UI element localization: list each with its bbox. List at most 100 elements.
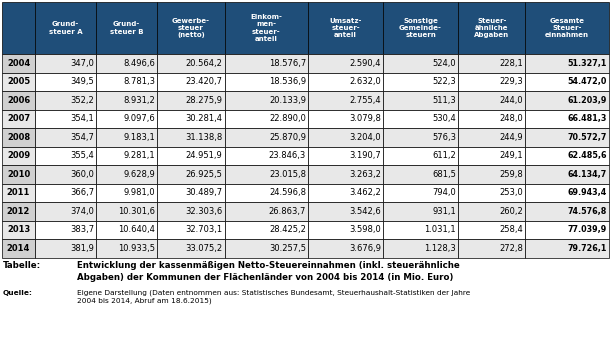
Text: 349,5: 349,5 — [70, 77, 94, 86]
Text: 3.204,0: 3.204,0 — [349, 133, 381, 142]
Text: 23.420,7: 23.420,7 — [186, 77, 222, 86]
Text: 2.755,4: 2.755,4 — [349, 96, 381, 105]
Text: 20.133,9: 20.133,9 — [269, 96, 306, 105]
Text: 79.726,1: 79.726,1 — [568, 244, 607, 253]
Bar — [308, 220, 383, 239]
Bar — [35, 239, 96, 258]
Bar — [2, 2, 35, 54]
Bar — [157, 165, 225, 184]
Bar — [308, 165, 383, 184]
Bar — [458, 72, 525, 91]
Text: 3.462,2: 3.462,2 — [349, 188, 381, 197]
Text: 244,0: 244,0 — [500, 96, 524, 105]
Bar — [525, 2, 609, 54]
Bar — [225, 146, 308, 165]
Text: 524,0: 524,0 — [433, 59, 456, 68]
Bar — [383, 184, 458, 202]
Bar — [157, 202, 225, 220]
Text: 69.943,4: 69.943,4 — [568, 188, 607, 197]
Text: 22.890,0: 22.890,0 — [269, 114, 306, 123]
Bar — [157, 220, 225, 239]
Text: 2.590,4: 2.590,4 — [349, 59, 381, 68]
Text: 26.863,7: 26.863,7 — [269, 207, 306, 216]
Bar — [525, 239, 609, 258]
Bar — [96, 146, 157, 165]
Text: 28.425,2: 28.425,2 — [269, 225, 306, 234]
Text: 77.039,9: 77.039,9 — [568, 225, 607, 234]
Bar — [525, 202, 609, 220]
Text: 20.564,2: 20.564,2 — [186, 59, 222, 68]
Text: Gesamte
Steuer-
einnahmen: Gesamte Steuer- einnahmen — [545, 18, 589, 38]
Text: 54.472,0: 54.472,0 — [568, 77, 607, 86]
Text: 8.781,3: 8.781,3 — [123, 77, 155, 86]
Bar — [157, 72, 225, 91]
Text: 28.275,9: 28.275,9 — [186, 96, 222, 105]
Bar — [308, 54, 383, 72]
Text: 32.303,6: 32.303,6 — [185, 207, 222, 216]
Bar — [157, 54, 225, 72]
Bar — [308, 2, 383, 54]
Text: 30.281,4: 30.281,4 — [186, 114, 222, 123]
Bar — [308, 184, 383, 202]
Text: Steuer-
ähnliche
Abgaben: Steuer- ähnliche Abgaben — [474, 18, 510, 38]
Bar — [225, 220, 308, 239]
Text: 511,3: 511,3 — [432, 96, 456, 105]
Text: 611,2: 611,2 — [432, 151, 456, 160]
Bar — [2, 146, 35, 165]
Text: 2012: 2012 — [7, 207, 30, 216]
Text: 681,5: 681,5 — [432, 170, 456, 179]
Text: 522,3: 522,3 — [432, 77, 456, 86]
Text: 576,3: 576,3 — [432, 133, 456, 142]
Text: 10.301,6: 10.301,6 — [118, 207, 155, 216]
Text: 2.632,0: 2.632,0 — [349, 77, 381, 86]
Bar — [525, 220, 609, 239]
Bar — [2, 220, 35, 239]
Text: 2013: 2013 — [7, 225, 30, 234]
Text: Quelle:: Quelle: — [3, 290, 33, 295]
Bar — [458, 54, 525, 72]
Bar — [308, 91, 383, 110]
Bar — [383, 54, 458, 72]
Text: 33.075,2: 33.075,2 — [185, 244, 222, 253]
Text: 244,9: 244,9 — [500, 133, 524, 142]
Bar — [2, 54, 35, 72]
Bar — [383, 220, 458, 239]
Text: 354,1: 354,1 — [70, 114, 94, 123]
Text: 9.981,0: 9.981,0 — [123, 188, 155, 197]
Text: 253,0: 253,0 — [500, 188, 524, 197]
Text: 30.257,5: 30.257,5 — [269, 244, 306, 253]
Bar — [157, 128, 225, 146]
Text: 9.097,6: 9.097,6 — [123, 114, 155, 123]
Text: 272,8: 272,8 — [500, 244, 524, 253]
Bar — [35, 72, 96, 91]
Bar — [2, 184, 35, 202]
Text: 2006: 2006 — [7, 96, 30, 105]
Bar — [458, 2, 525, 54]
Text: Gewerbe-
steuer
(netto): Gewerbe- steuer (netto) — [172, 18, 210, 38]
Bar — [35, 165, 96, 184]
Bar — [458, 110, 525, 128]
Text: 18.576,7: 18.576,7 — [269, 59, 306, 68]
Bar — [308, 128, 383, 146]
Bar — [35, 128, 96, 146]
Text: Eigene Darstellung (Daten entnommen aus: Statistisches Bundesamt, Steuerhaushalt: Eigene Darstellung (Daten entnommen aus:… — [77, 290, 470, 304]
Bar — [458, 220, 525, 239]
Text: 354,7: 354,7 — [70, 133, 94, 142]
Text: 2004: 2004 — [7, 59, 30, 68]
Text: 228,1: 228,1 — [500, 59, 524, 68]
Bar — [2, 128, 35, 146]
Bar — [225, 91, 308, 110]
Bar — [96, 165, 157, 184]
Bar — [157, 2, 225, 54]
Text: Tabelle:: Tabelle: — [3, 262, 41, 270]
Text: 2014: 2014 — [7, 244, 30, 253]
Bar — [525, 72, 609, 91]
Bar — [35, 146, 96, 165]
Text: 360,0: 360,0 — [70, 170, 94, 179]
Text: 18.536,9: 18.536,9 — [269, 77, 306, 86]
Bar — [96, 184, 157, 202]
Bar — [458, 165, 525, 184]
Text: 258,4: 258,4 — [500, 225, 524, 234]
Bar — [383, 239, 458, 258]
Text: 23.846,3: 23.846,3 — [269, 151, 306, 160]
